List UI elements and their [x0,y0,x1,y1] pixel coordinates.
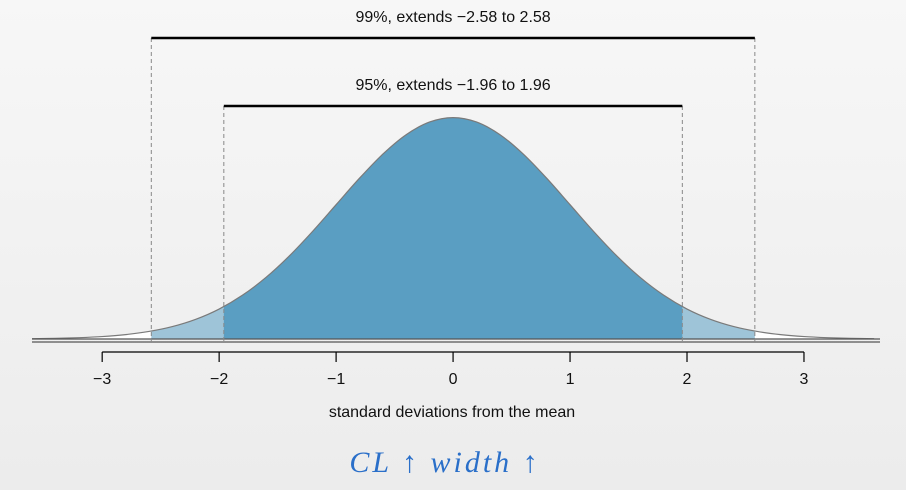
x-tick-label: −3 [93,371,111,388]
interval-label: 99%, extends −2.58 to 2.58 [355,9,550,26]
x-tick-label: 1 [566,371,575,388]
x-tick-label: 0 [449,371,458,388]
x-tick-label: −2 [210,371,228,388]
handwritten-note: CL ↑ width ↑ [349,446,540,479]
density-curve [31,117,875,340]
x-tick-label: −1 [327,371,345,388]
x-tick-label: 3 [800,371,809,388]
x-axis-label: standard deviations from the mean [329,404,575,421]
x-tick-label: 2 [683,371,692,388]
interval-label: 95%, extends −1.96 to 1.96 [355,77,550,94]
interval-area [223,117,683,339]
